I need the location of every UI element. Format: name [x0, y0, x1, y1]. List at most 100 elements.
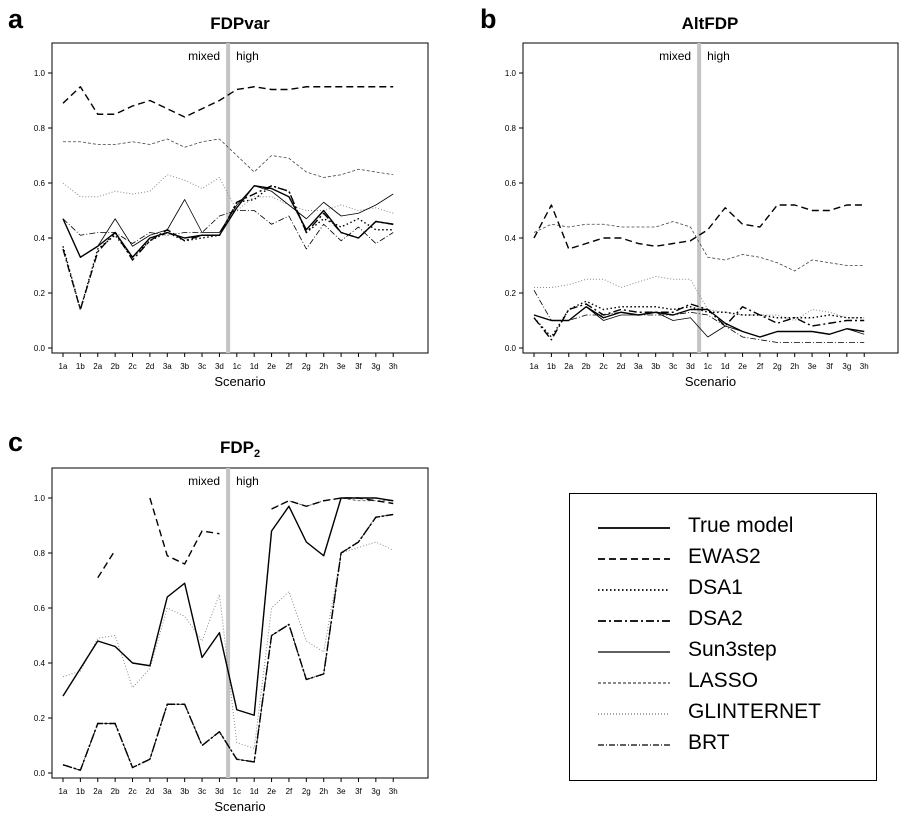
x-tick-label: 3b: [180, 362, 189, 371]
x-tick-label: 3f: [355, 362, 362, 371]
series-line-lasso: [533, 221, 865, 272]
x-tick-label: 2a: [93, 787, 102, 796]
region-label-mixed: mixed: [659, 49, 691, 63]
x-tick-label: 3e: [808, 362, 817, 371]
region-label-high: high: [236, 474, 259, 488]
x-tick-label: 1b: [76, 787, 85, 796]
x-tick-label: 3f: [355, 787, 362, 796]
legend-label-lasso: LASSO: [688, 669, 759, 692]
series-line-ewas2: [62, 86, 394, 118]
y-tick-label: 0.4: [34, 234, 46, 243]
legend-item-dsa1: DSA1: [570, 574, 876, 604]
x-tick-label: 2c: [128, 362, 136, 371]
y-tick-label: 1.0: [505, 69, 517, 78]
y-tick-label: 1.0: [34, 494, 46, 503]
y-tick-label: 0.2: [34, 714, 46, 723]
y-tick-label: 0.8: [34, 124, 46, 133]
panel-title-c: FDP2: [220, 438, 260, 460]
legend-item-lasso: LASSO: [570, 667, 876, 697]
y-tick-label: 0.6: [34, 604, 46, 613]
y-tick-label: 0.8: [34, 549, 46, 558]
x-tick-label: 2g: [302, 362, 311, 371]
x-tick-label: 3c: [198, 787, 206, 796]
series-line-true-model: [62, 497, 394, 716]
panel-letter-c: c: [8, 427, 23, 457]
x-tick-label: 2g: [302, 787, 311, 796]
legend-item-true-model: True model: [570, 512, 876, 542]
series-line-dsa2: [533, 303, 865, 341]
x-tick-label: 1a: [59, 787, 68, 796]
legend-label-dsa1: DSA1: [688, 576, 743, 599]
y-tick-label: 0.2: [34, 289, 46, 298]
legend-label-dsa2: DSA2: [688, 607, 743, 630]
x-tick-label: 2a: [93, 362, 102, 371]
x-tick-label: 3a: [634, 362, 643, 371]
y-tick-label: 0.0: [34, 769, 46, 778]
legend-swatch-ewas2: [598, 558, 670, 560]
x-tick-label: 2d: [616, 362, 625, 371]
x-tick-label: 1d: [250, 362, 259, 371]
x-axis-title: Scenario: [214, 374, 265, 389]
legend-swatch-dsa1: [598, 589, 670, 591]
x-tick-label: 2b: [111, 787, 120, 796]
legend-swatch-dsa2: [598, 620, 670, 622]
x-tick-label: 1d: [721, 362, 730, 371]
series-line-ewas2: [533, 204, 865, 250]
legend-item-sun3step: Sun3step: [570, 636, 876, 666]
series-line-brt: [533, 290, 865, 343]
x-tick-label: 2e: [267, 787, 276, 796]
legend-swatch-glinternet: [598, 713, 670, 715]
x-tick-label: 1b: [547, 362, 556, 371]
y-tick-label: 0.0: [34, 344, 46, 353]
x-tick-label: 2b: [582, 362, 591, 371]
x-tick-label: 3e: [337, 787, 346, 796]
series-line-dsa1: [533, 300, 865, 338]
x-tick-label: 3g: [842, 362, 851, 371]
y-tick-label: 0.4: [34, 659, 46, 668]
x-tick-label: 1c: [704, 362, 712, 371]
legend-swatch-true-model: [598, 527, 670, 529]
panel-c: c FDP2 0.0 0.2 0.4 0.6 0.8 1.0 1a 1b 2a 2b 2c 2d 3a 3b 3…: [8, 427, 429, 814]
x-axis-title: Scenario: [214, 799, 265, 814]
x-tick-label: 3a: [163, 787, 172, 796]
legend-item-dsa2: DSA2: [570, 605, 876, 635]
legend-item-brt: BRT: [570, 729, 876, 759]
panel-title-b: AltFDP: [682, 14, 739, 33]
x-tick-label: 2e: [267, 362, 276, 371]
legend-label-true-model: True model: [688, 514, 794, 537]
x-tick-label: 2g: [773, 362, 782, 371]
y-tick-label: 0.2: [505, 289, 517, 298]
x-tick-label: 2h: [319, 362, 328, 371]
panel-letter-a: a: [8, 4, 24, 34]
x-tick-label: 3b: [180, 787, 189, 796]
region-label-high: high: [707, 49, 730, 63]
x-tick-label: 1b: [76, 362, 85, 371]
region-label-mixed: mixed: [188, 474, 220, 488]
x-tick-label: 3d: [686, 362, 695, 371]
x-tick-label: 1c: [233, 787, 241, 796]
series-line-ewas2: [97, 497, 394, 579]
legend-swatch-brt: [598, 744, 670, 746]
region-label-mixed: mixed: [188, 49, 220, 63]
x-tick-label: 2c: [599, 362, 607, 371]
plot-frame: [51, 42, 429, 354]
y-tick-label: 0.4: [505, 234, 517, 243]
x-tick-label: 3d: [215, 362, 224, 371]
series-line-dsa2: [62, 513, 394, 771]
x-tick-label: 2c: [128, 787, 136, 796]
x-tick-label: 2d: [145, 362, 154, 371]
x-tick-label: 3a: [163, 362, 172, 371]
series-line-lasso: [63, 138, 394, 178]
x-tick-label: 3g: [371, 362, 380, 371]
x-tick-label: 2f: [286, 362, 293, 371]
x-tick-label: 2f: [286, 787, 293, 796]
plot-frame: [522, 42, 899, 354]
x-tick-label: 2h: [790, 362, 799, 371]
plot-frame: [51, 467, 429, 779]
x-tick-label: 2b: [111, 362, 120, 371]
region-label-high: high: [236, 49, 259, 63]
panel-a: a FDPvar 0.0 0.2 0.4 0.6 0.8 1.0 1a 1b 2a 2b 2c 2d 3a 3…: [8, 4, 429, 389]
x-tick-label: 3h: [389, 787, 398, 796]
x-tick-label: 3d: [215, 787, 224, 796]
